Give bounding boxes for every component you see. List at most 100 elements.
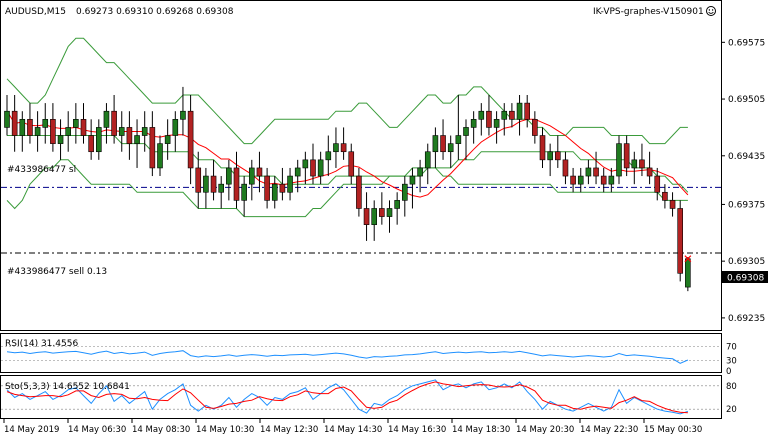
time-tick-label: 14 May 16:30	[388, 425, 446, 435]
candle-body	[547, 151, 553, 161]
candle-body	[264, 175, 270, 201]
price-tick-label: 0.69435	[728, 152, 765, 162]
time-tick-label: 14 May 14:30	[324, 425, 382, 435]
time-tick-label: 14 May 10:30	[196, 425, 254, 435]
price-tick-label: 0.69375	[728, 200, 765, 210]
candle-body	[616, 143, 622, 177]
candle-body	[310, 159, 316, 177]
candle-body	[432, 135, 439, 153]
candle-body	[149, 127, 156, 169]
candle-body	[195, 167, 202, 193]
price-tick-label: 0.69305	[728, 257, 765, 267]
candle-body	[608, 175, 615, 185]
sl-order-label: #433986477 sl	[7, 165, 76, 175]
broker-name: IK-VPS-graphes-V150901	[593, 7, 704, 17]
time-tick-label: 14 May 12:30	[260, 425, 318, 435]
candle-body	[532, 119, 538, 136]
candle-body	[241, 183, 247, 201]
candle-body	[516, 102, 523, 120]
candle-body	[294, 167, 301, 177]
candle-body	[623, 143, 630, 169]
candle-body	[570, 175, 576, 185]
candle-body	[203, 175, 209, 193]
rsi-panel-frame	[0, 333, 722, 373]
candle-body	[470, 119, 477, 128]
candle-body	[363, 208, 370, 225]
candle-body	[134, 135, 140, 144]
candle-body	[631, 159, 638, 169]
price-panel-frame	[0, 0, 722, 331]
stoch-signal-line	[6, 381, 688, 414]
candle-body	[19, 119, 26, 136]
candle-body	[80, 119, 87, 136]
candle-body	[685, 258, 691, 288]
candle-body	[493, 119, 500, 128]
candle-body	[463, 127, 469, 136]
candle-body	[249, 167, 255, 185]
candle-body	[233, 167, 240, 201]
candle-body	[88, 135, 94, 153]
rsi-tick-label: 0	[726, 367, 731, 377]
bollinger-upper-line	[6, 37, 688, 145]
price-plot	[1, 37, 721, 292]
candle-body	[96, 127, 102, 153]
candle-body	[639, 159, 645, 169]
candle-body	[486, 110, 492, 128]
candle-body	[141, 127, 148, 136]
candle-body	[187, 110, 194, 169]
current-price-tag	[722, 271, 768, 283]
candle-body	[118, 127, 125, 136]
candle-body	[27, 119, 33, 136]
candle-body	[302, 159, 309, 169]
candle-body	[4, 110, 10, 128]
candle-body	[103, 110, 110, 128]
candle-body	[394, 200, 400, 209]
candle-body	[417, 167, 423, 177]
candle-body	[401, 183, 408, 201]
candle-body	[501, 110, 508, 120]
candle-body	[279, 183, 286, 193]
candle-body	[126, 127, 133, 144]
candle-body	[554, 151, 561, 161]
candle-body	[287, 175, 293, 193]
candle-body	[57, 135, 64, 144]
rsi-tick-label: 70	[726, 343, 737, 353]
candle-body	[371, 208, 378, 225]
candle-body	[539, 135, 546, 161]
candle-body	[447, 143, 454, 153]
candle-body	[111, 110, 117, 136]
rsi-label: RSI(14) 31.4556	[5, 339, 78, 349]
candle-body	[11, 110, 18, 136]
rsi-line	[6, 350, 689, 364]
candle-body	[325, 151, 332, 161]
candle-body	[669, 200, 676, 209]
candle-body	[256, 167, 263, 177]
sell-order-label: #433986477 sell 0.13	[7, 267, 107, 277]
stoch-main-line	[6, 379, 689, 415]
candle-body	[478, 110, 485, 120]
candle-body	[180, 110, 186, 120]
candle-body	[50, 119, 56, 144]
ohlc-readout: 0.69273 0.69310 0.69268 0.69308	[76, 7, 234, 17]
time-tick-label: 14 May 20:30	[516, 425, 574, 435]
candle-body	[164, 135, 171, 144]
time-tick-label: 15 May 00:30	[644, 425, 702, 435]
candle-body	[440, 135, 446, 153]
candle-body	[577, 175, 584, 185]
candle-body	[356, 175, 362, 209]
current-price-text: 0.69308	[727, 274, 764, 284]
candle-body	[455, 135, 462, 144]
bollinger-middle-line	[7, 135, 689, 193]
candle-body	[662, 191, 668, 201]
candle-body	[600, 175, 607, 185]
candle-body	[677, 208, 684, 274]
candle-body	[409, 175, 416, 185]
price-tick-label: 0.69505	[728, 95, 765, 105]
candle-body	[333, 143, 339, 153]
candle-body	[348, 151, 355, 177]
indicator-plot: 70 300 80 20	[1, 343, 737, 415]
time-tick-label: 14 May 08:30	[132, 425, 190, 435]
candle-body	[157, 143, 163, 169]
bollinger-lower-line	[6, 159, 688, 218]
candle-body	[562, 159, 569, 177]
